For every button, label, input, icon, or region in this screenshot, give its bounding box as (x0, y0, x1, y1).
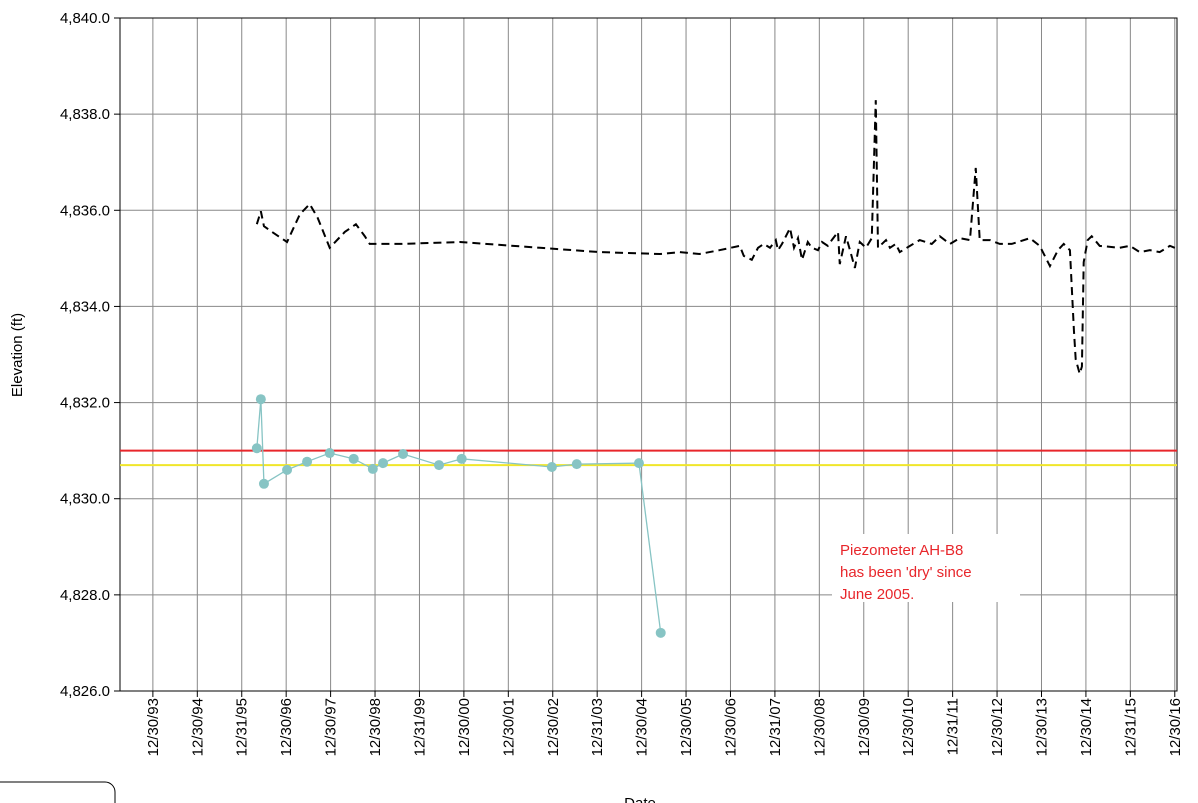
data-point (324, 448, 335, 459)
x-tick-label: 12/30/93 (145, 698, 162, 756)
data-point (546, 461, 557, 472)
y-tick-label: 4,838.0 (60, 106, 110, 123)
y-tick-label: 4,836.0 (60, 202, 110, 219)
data-point (633, 458, 644, 469)
y-tick-label: 4,828.0 (60, 587, 110, 604)
x-axis-label: Date (624, 795, 656, 803)
x-tick-label: 12/30/05 (678, 698, 695, 756)
data-point (302, 456, 313, 467)
annotation-box (832, 534, 1020, 602)
y-tick-label: 4,832.0 (60, 395, 110, 412)
data-line (256, 399, 662, 633)
x-tick-label: 12/31/95 (234, 698, 251, 756)
x-tick-label: 12/30/13 (1033, 698, 1050, 756)
annotation: has been 'dry' since (840, 564, 972, 581)
x-tick-label: 12/30/00 (456, 698, 473, 756)
data-point (258, 478, 269, 489)
x-tick-label: 12/31/15 (1122, 698, 1139, 756)
x-tick-label: 12/31/03 (589, 698, 606, 756)
x-tick-label: 12/30/98 (367, 698, 384, 756)
x-tick-label: 12/30/06 (722, 698, 739, 756)
x-tick-label: 12/31/07 (767, 698, 784, 756)
data-point (367, 463, 378, 474)
data-point (282, 464, 293, 475)
x-tick-label: 12/30/14 (1078, 698, 1095, 756)
data-line (255, 100, 1176, 378)
data-point (255, 394, 266, 405)
legend-box (0, 781, 116, 803)
y-axis-label: Elevation (ft) (9, 313, 26, 397)
x-tick-label: 12/30/96 (278, 698, 295, 756)
x-tick-label: 12/30/08 (811, 698, 828, 756)
data-point (434, 460, 445, 471)
data-point (398, 449, 409, 460)
y-tick-label: 4,830.0 (60, 491, 110, 508)
data-point (571, 459, 582, 470)
annotation: June 2005. (840, 586, 914, 603)
x-tick-label: 12/30/04 (634, 698, 651, 756)
plot-frame (119, 17, 1178, 692)
annotation: Piezometer AH-B8 (840, 542, 963, 559)
data-point (348, 453, 359, 464)
x-tick-label: 12/30/09 (856, 698, 873, 756)
x-tick-label: 12/30/10 (900, 698, 917, 756)
y-tick-label: 4,840.0 (60, 10, 110, 27)
x-tick-label: 12/30/01 (500, 698, 517, 756)
data-point (655, 627, 666, 638)
y-tick-label: 4,834.0 (60, 298, 110, 315)
data-point (251, 443, 262, 454)
data-point (456, 453, 467, 464)
x-tick-label: 12/31/11 (945, 698, 962, 755)
x-tick-label: 12/30/16 (1167, 698, 1184, 756)
x-tick-label: 12/30/02 (545, 698, 562, 756)
x-tick-label: 12/30/12 (989, 698, 1006, 756)
x-tick-label: 12/31/99 (411, 698, 428, 756)
y-tick-label: 4,826.0 (60, 683, 110, 700)
x-tick-label: 12/30/94 (189, 698, 206, 756)
data-point (378, 458, 389, 469)
x-tick-label: 12/30/97 (323, 698, 340, 756)
